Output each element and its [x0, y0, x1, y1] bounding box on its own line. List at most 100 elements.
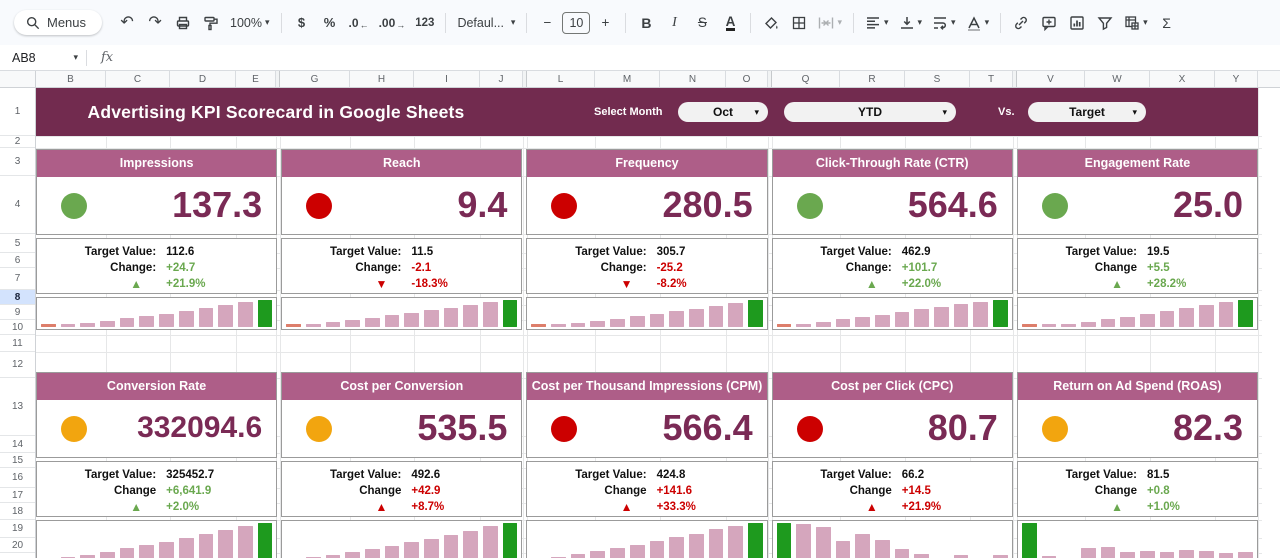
- undo-button[interactable]: ↶: [114, 9, 140, 36]
- insert-chart-button[interactable]: [1064, 9, 1090, 36]
- column-header-S[interactable]: S: [905, 71, 970, 87]
- row-header-5[interactable]: 5: [0, 234, 35, 253]
- row-header-19[interactable]: 19: [0, 520, 35, 538]
- row-header-10[interactable]: 10: [0, 320, 35, 335]
- sheet-canvas[interactable]: Advertising KPI Scorecard in Google Shee…: [36, 88, 1280, 558]
- create-filter-button[interactable]: [1092, 9, 1118, 36]
- target-label: Target Value:: [1065, 246, 1137, 258]
- column-header-L[interactable]: L: [527, 71, 595, 87]
- text-color-button[interactable]: A: [717, 9, 743, 36]
- spark-bar: [1120, 316, 1135, 327]
- column-header-D[interactable]: D: [170, 71, 236, 87]
- column-header-O[interactable]: O: [726, 71, 768, 87]
- paint-bucket-icon: [765, 16, 778, 29]
- row-header-8[interactable]: 8: [0, 290, 35, 305]
- column-header-B[interactable]: B: [36, 71, 106, 87]
- merge-cells-button[interactable]: ▾: [814, 9, 846, 36]
- row-header-20[interactable]: 20: [0, 538, 35, 553]
- vertical-align-button[interactable]: ▾: [895, 9, 927, 36]
- chevron-down-icon: ▾: [883, 17, 889, 27]
- text-rotation-button[interactable]: ▾: [962, 9, 994, 36]
- text-wrap-button[interactable]: ▾: [928, 9, 960, 36]
- row-header-7[interactable]: 7: [0, 268, 35, 290]
- formula-input[interactable]: fx: [101, 50, 114, 65]
- spark-bar: [178, 310, 194, 327]
- column-header-Q[interactable]: Q: [772, 71, 840, 87]
- borders-button[interactable]: [786, 9, 812, 36]
- spark-bar: [325, 322, 341, 327]
- increase-font-size-button[interactable]: +: [592, 9, 618, 36]
- target-value: 325452.7: [166, 469, 215, 481]
- change-percent: +22.0%: [901, 278, 942, 290]
- column-header-I[interactable]: I: [414, 71, 480, 87]
- column-header-H[interactable]: H: [350, 71, 414, 87]
- spark-bar: [345, 319, 360, 327]
- spark-bar: [815, 321, 831, 327]
- chart-icon: [1070, 15, 1084, 30]
- row-header-9[interactable]: 9: [0, 305, 35, 320]
- gridline: [36, 136, 1262, 137]
- name-box[interactable]: AB8 ▾: [0, 51, 86, 65]
- select-all-corner[interactable]: [0, 71, 36, 87]
- change-label: Change: [849, 485, 892, 497]
- column-header-T[interactable]: T: [970, 71, 1013, 87]
- column-header-C[interactable]: C: [106, 71, 170, 87]
- print-button[interactable]: [170, 9, 196, 36]
- row-header-16[interactable]: 16: [0, 468, 35, 488]
- row-header-18[interactable]: 18: [0, 503, 35, 520]
- format-currency-button[interactable]: $: [289, 9, 315, 36]
- row-header-17[interactable]: 17: [0, 488, 35, 503]
- column-header-Y[interactable]: Y: [1215, 71, 1258, 87]
- insert-comment-button[interactable]: [1036, 9, 1062, 36]
- row-header-2[interactable]: 2: [0, 136, 35, 148]
- column-header-R[interactable]: R: [840, 71, 905, 87]
- column-header-J[interactable]: J: [480, 71, 523, 87]
- column-header-V[interactable]: V: [1017, 71, 1085, 87]
- decrease-font-size-button[interactable]: −: [534, 9, 560, 36]
- table-views-button[interactable]: ▾: [1120, 9, 1152, 36]
- row-header-14[interactable]: 14: [0, 436, 35, 453]
- row-header-13[interactable]: 13: [0, 378, 35, 436]
- spark-bar: [590, 321, 606, 327]
- column-header-M[interactable]: M: [595, 71, 660, 87]
- italic-button[interactable]: I: [661, 9, 687, 36]
- row-header-3[interactable]: 3: [0, 148, 35, 176]
- strikethrough-button[interactable]: S: [689, 9, 715, 36]
- decrease-decimal-button[interactable]: .0 ←: [345, 9, 373, 36]
- row-header-11[interactable]: 11: [0, 335, 35, 352]
- menus-button[interactable]: Menus: [14, 10, 103, 35]
- insert-link-button[interactable]: [1008, 9, 1034, 36]
- compare-dropdown[interactable]: Target ▾: [1028, 102, 1146, 122]
- horizontal-align-button[interactable]: ▾: [861, 9, 893, 36]
- row-header-15[interactable]: 15: [0, 453, 35, 468]
- spark-bar: [1021, 324, 1037, 327]
- column-header-N[interactable]: N: [660, 71, 726, 87]
- increase-decimal-button[interactable]: .00 →: [375, 9, 410, 36]
- bold-button[interactable]: B: [633, 9, 659, 36]
- fill-color-button[interactable]: [758, 9, 784, 36]
- spark-bar: [198, 534, 214, 558]
- spark-bar: [1199, 305, 1214, 327]
- row-header-6[interactable]: 6: [0, 253, 35, 268]
- paint-format-button[interactable]: [198, 9, 224, 36]
- functions-button[interactable]: Σ: [1154, 9, 1180, 36]
- month-dropdown[interactable]: Oct ▾: [678, 102, 768, 122]
- font-size-input[interactable]: 10: [562, 11, 591, 34]
- period-dropdown[interactable]: YTD ▾: [784, 102, 956, 122]
- zoom-select[interactable]: 100% ▾: [226, 9, 274, 36]
- kpi-card-title: Conversion Rate: [37, 373, 277, 400]
- format-percent-button[interactable]: %: [317, 9, 343, 36]
- column-header-X[interactable]: X: [1150, 71, 1215, 87]
- redo-button[interactable]: ↷: [142, 9, 168, 36]
- column-header-W[interactable]: W: [1085, 71, 1150, 87]
- spark-bar: [649, 541, 665, 558]
- sparkline-chart: [281, 297, 523, 330]
- row-header-4[interactable]: 4: [0, 176, 35, 234]
- gridline: [36, 352, 1262, 353]
- font-select[interactable]: Defaul... ▾: [453, 9, 519, 36]
- row-header-12[interactable]: 12: [0, 352, 35, 378]
- row-header-1[interactable]: 1: [0, 88, 35, 136]
- column-header-E[interactable]: E: [236, 71, 276, 87]
- number-format-button[interactable]: 123: [411, 9, 438, 36]
- column-header-G[interactable]: G: [280, 71, 350, 87]
